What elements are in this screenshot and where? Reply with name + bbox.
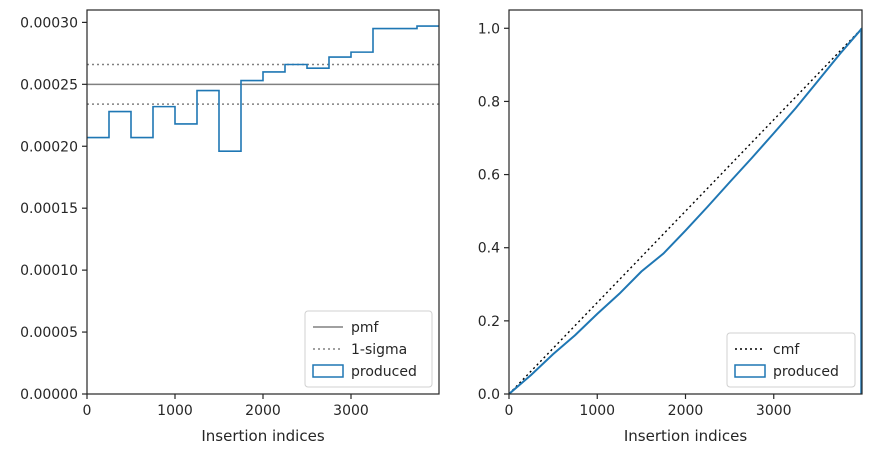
y-tick-label: 1.0 bbox=[478, 21, 500, 37]
legend-box bbox=[304, 310, 433, 388]
legend-box bbox=[726, 332, 856, 388]
legend-label: cmf bbox=[773, 342, 800, 358]
legend-label: produced bbox=[351, 364, 417, 380]
y-tick-label: 0.4 bbox=[478, 241, 500, 257]
produced-cumulative-line bbox=[509, 27, 862, 394]
right-chart-cmf: 0 1000 2000 3000 0.0 0.2 0.4 0.6 0.8 1.0 Insertion… bbox=[478, 9, 863, 445]
x-tick-label: 0 bbox=[505, 403, 514, 419]
produced-histogram-step bbox=[87, 25, 439, 153]
x-axis-label: Insertion indices bbox=[624, 427, 747, 445]
legend-produced-handle bbox=[734, 364, 766, 378]
x-tick-label: 2000 bbox=[668, 403, 704, 419]
y-tick-label: 0.00025 bbox=[20, 77, 78, 93]
plot-area bbox=[509, 27, 862, 394]
y-tick-label: 0.00010 bbox=[20, 263, 78, 279]
y-tick-label: 0.00015 bbox=[20, 201, 78, 217]
x-tick-label: 0 bbox=[83, 403, 92, 419]
y-tick-label: 0.0 bbox=[478, 387, 500, 403]
y-tick-label: 0.00030 bbox=[20, 15, 78, 31]
x-tick-label: 1000 bbox=[157, 403, 193, 419]
legend-label: produced bbox=[773, 364, 839, 380]
legend-produced-handle bbox=[312, 364, 344, 378]
x-tick-label: 3000 bbox=[756, 403, 792, 419]
legend-label: 1-sigma bbox=[351, 342, 407, 358]
y-tick-label: 0.00005 bbox=[20, 325, 78, 341]
y-tick-label: 0.00020 bbox=[20, 139, 78, 155]
x-tick-label: 3000 bbox=[333, 403, 369, 419]
legend-label: pmf bbox=[351, 320, 380, 336]
x-tick-label: 1000 bbox=[579, 403, 615, 419]
y-tick-label: 0.8 bbox=[478, 94, 500, 110]
left-chart-pmf: 0 1000 2000 3000 0.00000 0.00005 0.00010 0.0001… bbox=[20, 9, 440, 445]
legend: cmf produced bbox=[726, 332, 856, 388]
x-tick-label: 2000 bbox=[245, 403, 281, 419]
x-axis-label: Insertion indices bbox=[201, 427, 324, 445]
y-tick-label: 0.2 bbox=[478, 314, 500, 330]
legend: pmf 1-sigma produced bbox=[304, 310, 433, 388]
plot-area bbox=[87, 25, 439, 153]
y-tick-label: 0.00000 bbox=[20, 387, 78, 403]
y-tick-label: 0.6 bbox=[478, 168, 500, 184]
